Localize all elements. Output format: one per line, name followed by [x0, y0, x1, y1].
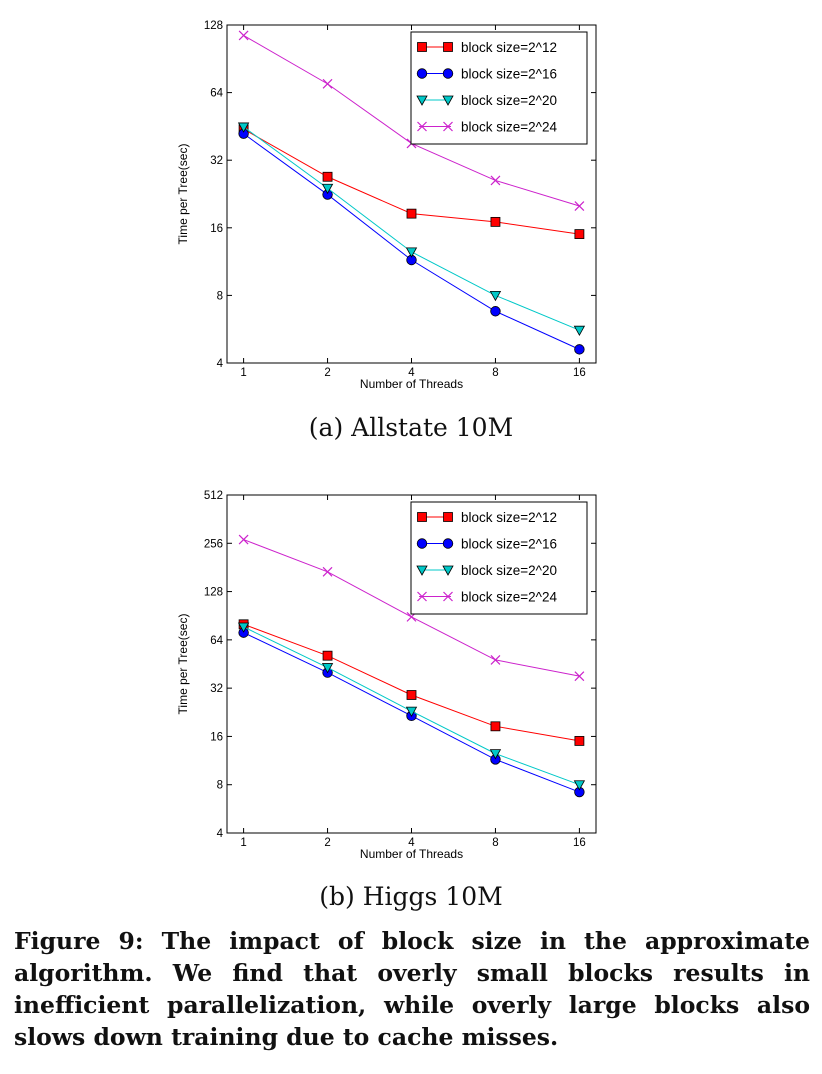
data-point: [237, 622, 250, 633]
y-tick-label: 128: [204, 20, 223, 32]
y-tick-label: 4: [217, 358, 224, 370]
y-tick-label: 16: [210, 731, 223, 743]
legend-marker: [416, 565, 428, 576]
data-point: [574, 736, 585, 746]
legend-marker: [442, 565, 454, 576]
x-tick-label: 2: [324, 367, 330, 379]
data-point: [573, 325, 586, 337]
data-point: [574, 201, 585, 211]
legend-label: block size=2^20: [461, 93, 557, 108]
legend-marker: [442, 538, 454, 549]
legend-marker: [442, 95, 454, 106]
x-axis-label: Number of Threads: [360, 847, 463, 861]
x-tick-label: 16: [573, 367, 586, 379]
data-point: [405, 247, 418, 258]
figure-caption: Figure 9: The impact of block size in th…: [14, 925, 810, 1053]
legend-label: block size=2^12: [461, 40, 557, 55]
legend-marker: [443, 512, 453, 522]
legend-label: block size=2^20: [461, 563, 557, 578]
legend-marker: [416, 95, 428, 106]
subcaption-higgs: (b) Higgs 10M: [319, 882, 503, 911]
legend-box: [410, 501, 588, 615]
legend-marker: [443, 42, 453, 52]
x-tick-label: 4: [408, 837, 415, 849]
legend-label: block size=2^24: [461, 120, 558, 135]
data-point: [490, 216, 501, 227]
data-point: [322, 566, 333, 577]
data-point: [406, 690, 417, 700]
data-point: [238, 30, 249, 41]
legend-box: [410, 31, 588, 145]
chart-higgs-svg: 1 2 4 8 16 4 8 16 32 64 128 256 512 Number of Threads…: [176, 490, 597, 861]
x-tick-label: 16: [573, 837, 586, 849]
series-line: [243, 626, 580, 786]
y-tick-label: 32: [210, 683, 223, 695]
y-tick-label: 64: [210, 635, 223, 647]
legend-marker: [416, 538, 428, 549]
legend-label: block size=2^24: [461, 590, 558, 605]
figure-caption-text: The impact of block size in the approxim…: [14, 927, 810, 1051]
y-tick-label: 64: [210, 88, 223, 100]
x-axis-label: Number of Threads: [360, 377, 463, 391]
y-tick-label: 16: [210, 223, 223, 235]
y-tick-label: 8: [217, 290, 223, 302]
data-point: [237, 122, 250, 133]
legend-marker: [416, 68, 428, 79]
legend-marker: [417, 121, 427, 132]
x-tick-label: 2: [324, 837, 330, 849]
data-point: [574, 671, 585, 682]
legend-marker: [442, 68, 454, 79]
x-tick-label: 8: [492, 837, 498, 849]
x-tick-label: 8: [492, 367, 498, 379]
legend-label: block size=2^16: [461, 67, 557, 82]
chart-allstate-svg: 1 2 4 8 16 4 8 16 32 64 128 Number of Threads Time p…: [176, 20, 597, 391]
y-tick-label: 512: [204, 490, 223, 502]
y-tick-label: 128: [204, 587, 223, 599]
y-axis-label: Time per Tree(sec): [176, 144, 190, 245]
legend-marker: [417, 42, 427, 52]
legend-label: block size=2^16: [461, 537, 557, 552]
legend-label: block size=2^12: [461, 510, 557, 525]
data-point: [574, 344, 585, 355]
legend-marker: [417, 512, 427, 522]
data-point: [321, 183, 334, 195]
data-point: [322, 78, 333, 89]
data-point: [322, 650, 333, 661]
data-point: [238, 534, 249, 545]
data-point: [490, 721, 501, 732]
y-tick-label: 256: [204, 538, 223, 550]
data-point: [574, 229, 585, 239]
data-point: [322, 171, 333, 182]
data-point: [490, 175, 501, 186]
legend-marker: [417, 591, 427, 602]
data-point: [489, 749, 502, 760]
x-tick-label: 1: [240, 837, 246, 849]
data-point: [490, 654, 501, 665]
chart-higgs: 1 2 4 8 16 4 8 16 32 64 128 256 512 Number of Threads…: [0, 470, 822, 910]
data-point: [489, 290, 502, 302]
x-tick-label: 4: [408, 367, 415, 379]
y-tick-label: 8: [217, 780, 223, 792]
legend-marker: [443, 591, 453, 602]
series-line: [243, 623, 580, 742]
series-line: [243, 133, 580, 350]
y-tick-label: 32: [210, 155, 223, 167]
legend-marker: [443, 121, 453, 132]
data-point: [406, 208, 417, 219]
figure-label: Figure 9:: [14, 927, 144, 955]
x-tick-label: 1: [240, 367, 246, 379]
chart-allstate: 1 2 4 8 16 4 8 16 32 64 128 Number of Threads Time p…: [0, 0, 822, 440]
subcaption-allstate: (a) Allstate 10M: [308, 413, 514, 442]
data-point: [405, 706, 418, 717]
data-point: [490, 306, 501, 317]
y-tick-label: 4: [217, 828, 224, 840]
y-axis-label: Time per Tree(sec): [176, 614, 190, 715]
data-point: [573, 780, 586, 791]
data-point: [321, 663, 334, 674]
